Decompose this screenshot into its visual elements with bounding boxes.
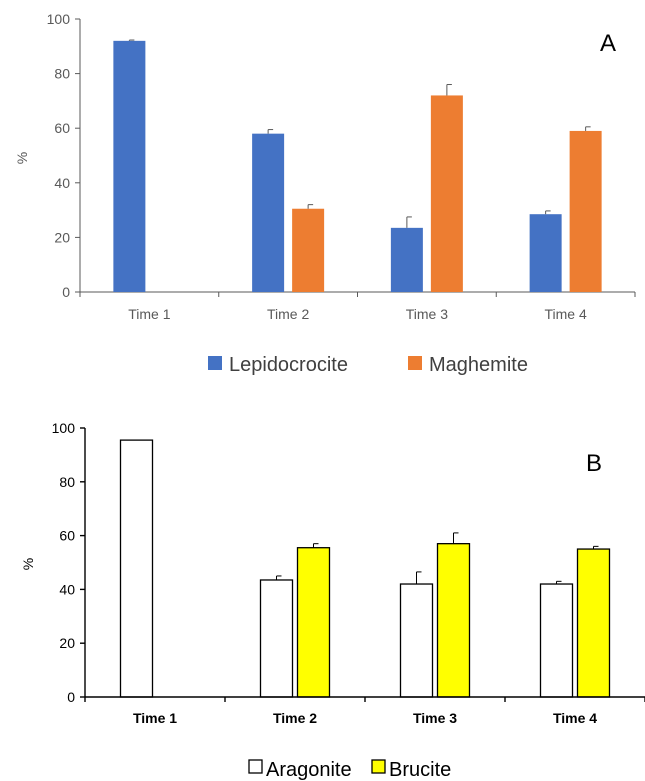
y-tick-label-20: 20: [54, 229, 70, 245]
chart-b-legend: Aragonite Brucite: [248, 759, 451, 781]
chart-b-x-tick-labels: Time 1 Time 2 Time 3 Time 4: [133, 710, 597, 726]
bar-lepidocrocite-time-1: [113, 40, 146, 293]
chart-a-error-bars: [128, 39, 591, 228]
chart-a-y-tick-labels: 0 20 40 60 80 100: [47, 11, 71, 300]
chart-b-y-axis-label: %: [20, 558, 36, 570]
y-tick-label-100: 100: [47, 11, 71, 27]
bar-lepidocrocite-time-3: [390, 227, 423, 292]
legend-label-aragonite: Aragonite: [266, 759, 352, 781]
chart-a-bars: [113, 40, 602, 293]
chart-b-panel-label: B: [586, 450, 602, 477]
bar-lepidocrocite-time-4: [529, 214, 562, 292]
y-tick-label-80: 80: [54, 66, 70, 82]
legend-label-brucite: Brucite: [389, 759, 451, 781]
bar-maghemite-time-2: [292, 208, 325, 292]
y-tick-label-100: 100: [52, 420, 76, 436]
chart-b-bars: [119, 439, 611, 698]
x-tick-label-time-4: Time 4: [544, 306, 586, 322]
bar-aragonite-time-1: [119, 439, 154, 698]
legend-swatch-aragonite: [248, 759, 263, 774]
x-tick-label-time-4: Time 4: [553, 710, 597, 726]
legend-label-lepidocrocite: Lepidocrocite: [229, 354, 348, 376]
bar-lepidocrocite-time-2: [252, 133, 285, 292]
legend-swatch-brucite: [371, 759, 386, 774]
chart-b-y-tick-labels: 0 20 40 60 80 100: [52, 420, 76, 705]
x-tick-label-time-2: Time 2: [273, 710, 317, 726]
bar-aragonite-time-2: [259, 579, 294, 698]
bar-maghemite-time-3: [430, 95, 463, 292]
chart-b-axes: [80, 427, 645, 702]
x-tick-label-time-1: Time 1: [128, 306, 170, 322]
y-tick-label-0: 0: [67, 689, 75, 705]
legend-swatch-lepidocrocite: [208, 356, 222, 370]
bar-aragonite-time-4: [539, 583, 574, 698]
y-tick-label-80: 80: [59, 474, 75, 490]
bar-brucite-time-4: [576, 548, 611, 698]
chart-b-error-bars: [276, 532, 599, 585]
y-tick-label-0: 0: [62, 284, 70, 300]
legend-label-maghemite: Maghemite: [429, 354, 528, 376]
x-tick-label-time-1: Time 1: [133, 710, 177, 726]
x-tick-label-time-3: Time 3: [406, 306, 448, 322]
legend-swatch-maghemite: [408, 356, 422, 370]
x-tick-label-time-2: Time 2: [267, 306, 309, 322]
y-tick-label-20: 20: [59, 635, 75, 651]
y-tick-label-60: 60: [54, 120, 70, 136]
chart-a-x-tick-labels: Time 1 Time 2 Time 3 Time 4: [128, 306, 587, 322]
bar-brucite-time-3: [436, 543, 471, 698]
bar-maghemite-time-4: [569, 130, 602, 292]
chart-a-y-axis-label: %: [14, 152, 30, 164]
x-tick-label-time-3: Time 3: [413, 710, 457, 726]
y-tick-label-40: 40: [54, 175, 70, 191]
y-tick-label-40: 40: [59, 581, 75, 597]
y-tick-label-60: 60: [59, 528, 75, 544]
chart-a-panel-label: A: [600, 30, 616, 57]
chart-a-legend: Lepidocrocite Maghemite: [208, 354, 528, 376]
bar-aragonite-time-3: [399, 583, 434, 698]
bar-brucite-time-2: [296, 547, 331, 698]
